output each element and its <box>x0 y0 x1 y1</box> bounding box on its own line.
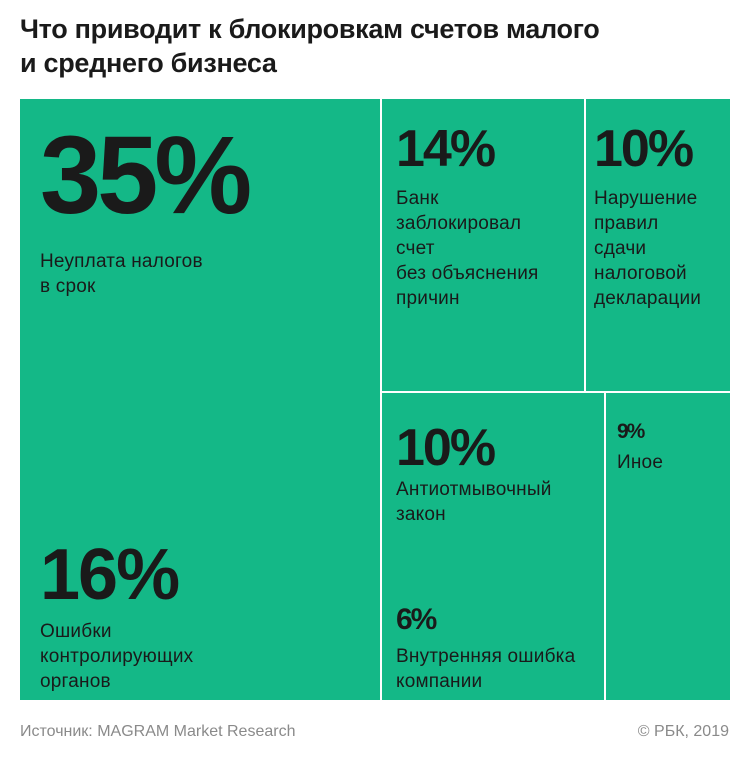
tile-6-label-line-2: компании <box>396 671 483 692</box>
chart-title-line-2: и среднего бизнеса <box>20 48 277 78</box>
tile-3-percent: 14% <box>396 120 496 178</box>
divider-vertical-bottom <box>604 393 606 700</box>
tile-4-label-line-1: Нарушение <box>594 188 698 209</box>
copyright: © РБК, 2019 <box>637 723 729 740</box>
source-note: Источник: MAGRAM Market Research <box>20 723 296 740</box>
tile-6-label: Внутренняя ошибка компании <box>396 644 575 694</box>
tile-4-label: Нарушение правил сдачи налоговой декларации <box>594 186 701 311</box>
tile-5-label-line-1: Антиотмывочный <box>396 479 552 500</box>
tile-2-label-line-3: органов <box>40 671 111 692</box>
tile-7-label-line-1: Иное <box>617 452 664 473</box>
tile-1-label: Неуплата налогов в срок <box>40 249 203 299</box>
tile-5-percent: 10% <box>396 419 496 477</box>
tile-6-label-line-1: Внутренняя ошибка <box>396 646 576 667</box>
tile-5-label: Антиотмывочный закон <box>396 477 552 527</box>
treemap: 35% Неуплата налогов в срок 16% Ошибки контро… <box>20 99 730 700</box>
tile-3-label-line-1: Банк <box>396 188 439 209</box>
tile-1-percent: 35% <box>40 114 252 237</box>
tile-3-label-line-2: заблокировал <box>396 213 522 234</box>
tile-2-label: Ошибки контролирующих органов <box>40 619 193 694</box>
tile-3-label: Банк заблокировал счет без объяснения причин <box>396 186 539 311</box>
tile-7-percent: 9% <box>617 420 645 443</box>
tile-6-percent: 6% <box>396 603 437 636</box>
divider-vertical-main <box>380 99 382 700</box>
tile-1-label-line-2: в срок <box>40 276 96 297</box>
tile-2-label-line-1: Ошибки <box>40 621 112 642</box>
divider-horizontal <box>382 391 730 393</box>
tile-5-label-line-2: закон <box>396 504 446 525</box>
chart-title-line-1: Что приводит к блокировкам счетов малого <box>20 14 600 44</box>
tile-2-percent: 16% <box>40 535 180 615</box>
tile-4-label-line-3: сдачи <box>594 238 647 259</box>
tile-3-label-line-4: без объяснения <box>396 263 539 284</box>
tile-4-percent: 10% <box>594 120 694 178</box>
tile-3-label-line-5: причин <box>396 288 460 309</box>
tile-2-label-line-2: контролирующих <box>40 646 194 667</box>
tile-3-label-line-3: счет <box>396 238 435 259</box>
divider-vertical-top <box>584 99 586 393</box>
tile-4-label-line-2: правил <box>594 213 659 234</box>
tile-4-label-line-4: налоговой <box>594 263 687 284</box>
chart-title: Что приводит к блокировкам счетов малого… <box>20 12 730 80</box>
tile-4-label-line-5: декларации <box>594 288 702 309</box>
tile-1-label-line-1: Неуплата налогов <box>40 251 203 272</box>
tile-7-label: Иное <box>617 450 663 475</box>
